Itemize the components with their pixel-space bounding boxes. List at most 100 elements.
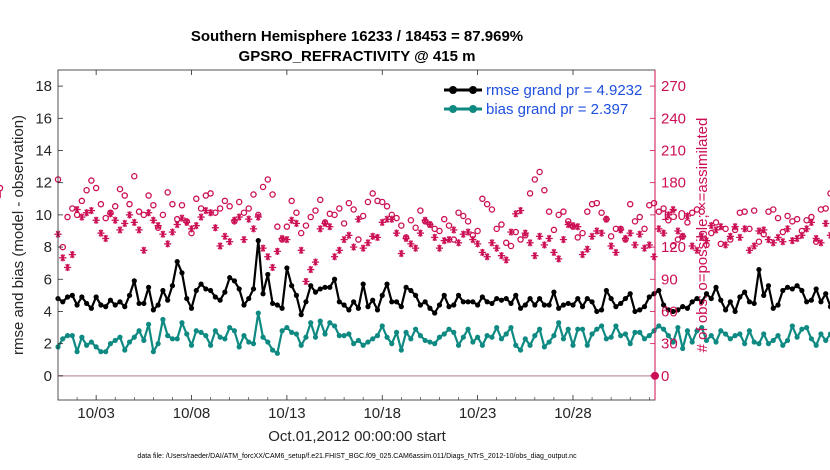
rmse-point — [98, 302, 104, 308]
assimilated-obs-marker — [721, 241, 730, 249]
rmse-point — [489, 300, 495, 307]
possible-obs-marker — [340, 220, 348, 227]
possible-obs-marker — [445, 222, 453, 229]
assimilated-obs-marker — [779, 238, 787, 246]
y-left-tick-label: 12 — [35, 175, 52, 192]
rmse-point — [670, 308, 676, 315]
bias-point — [436, 334, 443, 340]
bias-point — [203, 333, 209, 339]
rmse-point — [737, 294, 743, 300]
bias-point — [560, 336, 567, 342]
bias-point — [64, 333, 71, 339]
assimilated-obs-marker — [297, 246, 305, 254]
rmse-point — [346, 307, 352, 313]
bias-point — [608, 334, 614, 340]
rmse-point — [608, 295, 614, 302]
assimilated-obs-marker — [292, 219, 301, 228]
possible-obs-marker — [274, 223, 281, 230]
bias-point — [246, 339, 252, 345]
possible-obs-marker — [460, 212, 467, 220]
legend-bias-marker — [469, 105, 477, 113]
assimilated-obs-marker — [187, 225, 196, 233]
bias-point — [360, 342, 366, 348]
bias-point — [303, 334, 309, 340]
bias-point — [598, 323, 605, 329]
assimilated-obs-marker — [264, 253, 272, 261]
possible-obs-marker — [207, 190, 214, 197]
rmse-point — [398, 304, 404, 310]
possible-obs-marker — [483, 200, 491, 208]
bias-point — [327, 320, 333, 326]
possible-obs-marker — [550, 226, 558, 234]
bias-point — [274, 350, 280, 356]
rmse-point — [255, 238, 261, 244]
bias-point — [79, 334, 85, 340]
bias-point — [794, 334, 800, 340]
possible-obs-marker — [245, 205, 252, 212]
possible-obs-marker — [698, 208, 705, 215]
bias-point — [484, 333, 490, 339]
assimilated-obs-marker — [63, 263, 72, 272]
bias-point — [689, 339, 695, 345]
bias-point — [74, 349, 80, 355]
assimilated-obs-marker — [111, 216, 119, 224]
bias-point — [522, 336, 528, 342]
possible-obs-marker — [264, 176, 272, 183]
bias-point — [575, 326, 581, 332]
rmse-point — [193, 287, 199, 294]
rmse-point — [589, 299, 595, 305]
y-left-tick-label: 10 — [35, 207, 52, 224]
bias-point — [761, 331, 767, 337]
rmse-point — [675, 307, 681, 313]
rmse-point — [432, 310, 438, 316]
bias-point — [193, 328, 199, 334]
possible-obs-marker — [774, 214, 782, 222]
rmse-point — [145, 284, 152, 290]
rmse-point — [422, 299, 428, 305]
possible-obs-marker — [631, 218, 639, 225]
possible-obs-marker — [378, 198, 386, 206]
rmse-point — [823, 291, 829, 297]
rmse-point — [370, 297, 376, 303]
possible-obs-marker — [150, 201, 157, 209]
assimilated-obs-marker — [268, 263, 277, 272]
bias-point — [126, 339, 133, 345]
y-axis-left-label: rmse and bias (model - observation) — [10, 115, 27, 355]
y-left-tick-label: 4 — [44, 303, 52, 320]
rmse-point — [613, 304, 619, 310]
assimilated-obs-marker — [817, 239, 825, 247]
y-left-tick-label: 6 — [44, 271, 52, 288]
bias-point — [694, 328, 700, 334]
bias-point — [422, 337, 428, 344]
possible-obs-marker — [135, 208, 143, 215]
rmse-point — [379, 292, 385, 298]
rmse-point — [503, 295, 509, 302]
bias-point — [351, 341, 357, 347]
rmse-point — [484, 299, 490, 305]
y-right-tick-label: 270 — [661, 78, 686, 95]
bias-point — [479, 342, 485, 348]
possible-obs-marker — [345, 199, 353, 207]
possible-obs-marker — [474, 227, 481, 235]
bias-point — [432, 341, 438, 347]
asterisk-stroke — [828, 231, 830, 236]
bias-point — [413, 326, 419, 332]
assimilated-obs-marker — [764, 235, 773, 244]
assimilated-obs-marker — [607, 242, 615, 250]
bias-point — [279, 328, 285, 334]
bias-point — [265, 339, 271, 345]
possible-obs-marker — [822, 205, 829, 212]
bias-point — [746, 328, 753, 334]
assimilated-obs-marker — [493, 244, 501, 252]
bias-point — [117, 334, 123, 340]
rmse-point — [742, 289, 748, 295]
rmse-point — [374, 307, 381, 313]
bias-point — [680, 345, 686, 352]
rmse-point — [689, 299, 695, 305]
rmse-point — [727, 299, 733, 305]
rmse-point — [136, 300, 142, 307]
bias-point — [622, 331, 629, 337]
possible-obs-marker — [250, 191, 257, 198]
rmse-point — [594, 308, 600, 315]
assimilated-obs-marker — [812, 234, 820, 243]
